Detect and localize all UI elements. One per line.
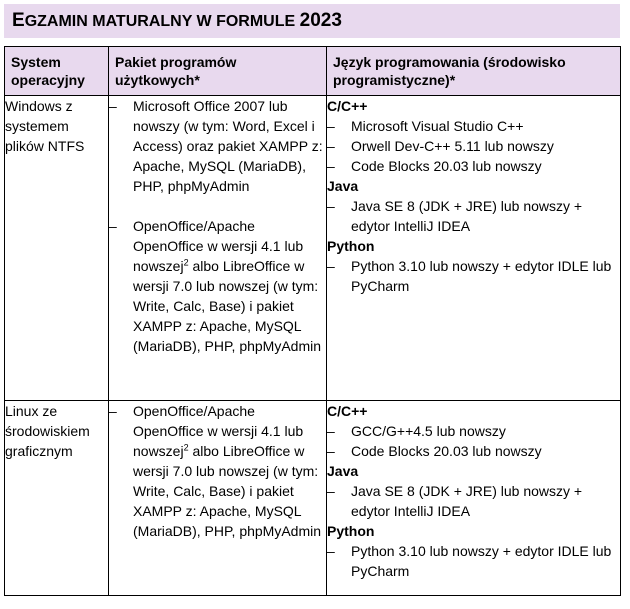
list-item: – Code Blocks 20.03 lub nowszy bbox=[327, 441, 620, 461]
header-os: System operacyjny bbox=[4, 46, 109, 96]
dash-bullet: – bbox=[327, 158, 335, 174]
list-item: – Code Blocks 20.03 lub nowszy bbox=[327, 156, 620, 176]
environment-text: Java SE 8 (JDK + JRE) lub nowszy + edyto… bbox=[351, 198, 583, 234]
list-item: – Java SE 8 (JDK + JRE) lub nowszy + edyt… bbox=[327, 196, 620, 236]
list-item: – Java SE 8 (JDK + JRE) lub nowszy + edyt… bbox=[327, 481, 620, 521]
header-languages: Język programowania (środowisko programi… bbox=[326, 46, 621, 96]
language-heading: C/C++ bbox=[327, 403, 368, 419]
environment-text: Code Blocks 20.03 lub nowszy bbox=[351, 158, 542, 174]
table-header-row: System operacyjny Pakiet programów użytk… bbox=[4, 46, 621, 96]
languages-cell: C/C++ – Microsoft Visual Studio C++ – Orwe… bbox=[326, 95, 621, 401]
environment-text: GCC/G++4.5 lub nowszy bbox=[351, 423, 506, 439]
list-item: – Microsoft Office 2007 lub nowszy (w tym… bbox=[109, 96, 326, 196]
environment-text: Microsoft Visual Studio C++ bbox=[351, 118, 524, 134]
environment-text: Python 3.10 lub nowszy + edytor IDLE lub… bbox=[351, 543, 612, 579]
list-item: – OpenOffice/Apache OpenOffice w wersji 4… bbox=[109, 401, 326, 541]
list-item: – OpenOffice/Apache OpenOffice w wersji 4… bbox=[109, 216, 326, 356]
os-cell: Windows z systemem plików NTFS bbox=[4, 95, 109, 401]
title-initial: E bbox=[12, 10, 25, 31]
package-text: OpenOffice/Apache OpenOffice w wersji 4.… bbox=[133, 218, 304, 274]
dash-bullet: – bbox=[109, 403, 117, 419]
packages-cell: – Microsoft Office 2007 lub nowszy (w tym… bbox=[108, 95, 327, 401]
table-row-windows: Windows z systemem plików NTFS – Microsof… bbox=[4, 95, 621, 401]
dash-bullet: – bbox=[327, 118, 335, 134]
page-title: EGZAMIN MATURALNY W FORMULE 2023 bbox=[12, 10, 342, 32]
table-row-linux: Linux ze środowiskiem graficznym – OpenOf… bbox=[4, 400, 621, 596]
footnote-mark: 2 bbox=[183, 442, 189, 453]
environment-text: Python 3.10 lub nowszy + edytor IDLE lub… bbox=[351, 258, 612, 294]
page-title-bar: EGZAMIN MATURALNY W FORMULE 2023 bbox=[4, 4, 620, 38]
language-heading: Java bbox=[327, 178, 359, 194]
list-item: – Microsoft Visual Studio C++ bbox=[327, 116, 620, 136]
language-heading: C/C++ bbox=[327, 98, 368, 114]
list-item: – Python 3.10 lub nowszy + edytor IDLE lu… bbox=[327, 256, 620, 296]
environment-text: Code Blocks 20.03 lub nowszy bbox=[351, 443, 542, 459]
os-cell: Linux ze środowiskiem graficznym bbox=[4, 400, 109, 596]
list-item: – Orwell Dev-C++ 5.11 lub nowszy bbox=[327, 136, 620, 156]
dash-bullet: – bbox=[327, 138, 335, 154]
language-heading: Java bbox=[327, 463, 359, 479]
packages-cell: – OpenOffice/Apache OpenOffice w wersji 4… bbox=[108, 400, 327, 596]
dash-bullet: – bbox=[327, 258, 335, 274]
dash-bullet: – bbox=[109, 218, 117, 234]
software-table: System operacyjny Pakiet programów użytk… bbox=[4, 46, 621, 596]
dash-bullet: – bbox=[327, 483, 335, 499]
package-text: albo LibreOffice w wersji 7.0 lub nowsze… bbox=[133, 258, 322, 354]
languages-cell: C/C++ – GCC/G++4.5 lub nowszy – Code Block… bbox=[326, 400, 621, 596]
dash-bullet: – bbox=[327, 423, 335, 439]
environment-text: Orwell Dev-C++ 5.11 lub nowszy bbox=[351, 138, 554, 154]
title-main: GZAMIN MATURALNY W FORMULE bbox=[24, 13, 300, 30]
package-text: albo LibreOffice w wersji 7.0 lub nowsze… bbox=[133, 443, 322, 539]
dash-bullet: – bbox=[327, 198, 335, 214]
dash-bullet: – bbox=[109, 98, 117, 114]
title-year: 2023 bbox=[299, 10, 342, 31]
package-text: OpenOffice/Apache OpenOffice w wersji 4.… bbox=[133, 403, 304, 459]
language-heading: Python bbox=[327, 523, 375, 539]
package-text: Microsoft Office 2007 lub nowszy (w tym:… bbox=[133, 98, 323, 194]
header-packages: Pakiet programów użytkowych* bbox=[108, 46, 327, 96]
environment-text: Java SE 8 (JDK + JRE) lub nowszy + edyto… bbox=[351, 483, 583, 519]
language-heading: Python bbox=[327, 238, 375, 254]
list-item: – GCC/G++4.5 lub nowszy bbox=[327, 421, 620, 441]
list-item: – Python 3.10 lub nowszy + edytor IDLE lu… bbox=[327, 541, 620, 581]
footnote-mark: 2 bbox=[183, 257, 189, 268]
dash-bullet: – bbox=[327, 543, 335, 559]
dash-bullet: – bbox=[327, 443, 335, 459]
